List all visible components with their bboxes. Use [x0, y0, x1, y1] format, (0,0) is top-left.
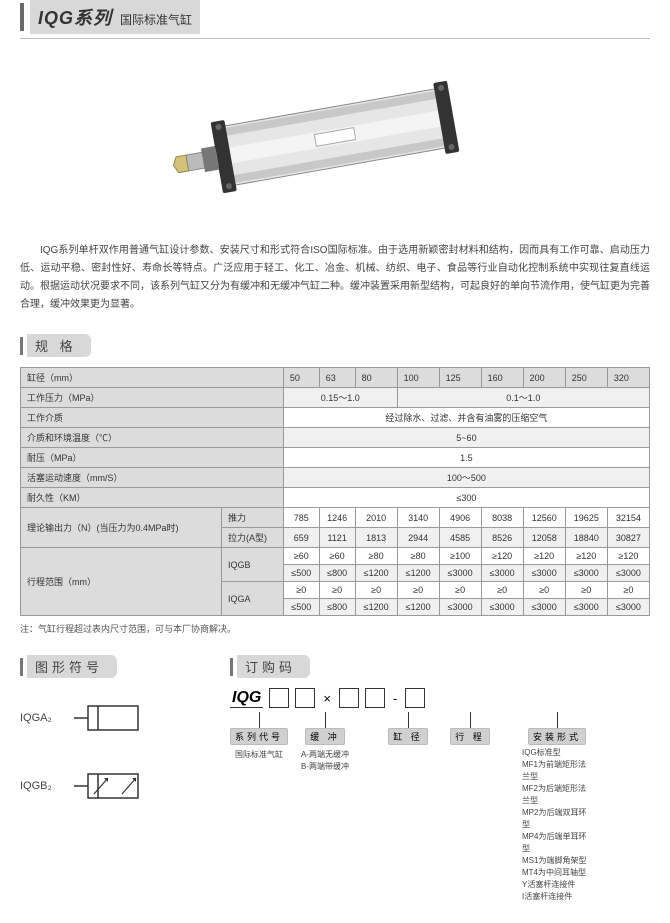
table-note: 注：气缸行程超过表内尺寸范围，可与本厂协商解决。	[20, 622, 650, 635]
title-sub: 国际标准气缸	[120, 11, 192, 28]
section-order: 订购码	[230, 655, 650, 678]
symbol-iqgb: IQGB₂	[20, 764, 200, 808]
product-image	[20, 47, 650, 242]
order-prefix: IQG	[230, 689, 263, 708]
title-bar: IQG系列 国际标准气缸	[20, 0, 650, 34]
description: IQG系列单杆双作用普通气缸设计参数、安装尺寸和形式符合ISO国际标准。由于选用…	[20, 242, 650, 314]
section-symbol: 图形符号	[20, 655, 200, 678]
section-spec: 规 格	[20, 334, 650, 357]
symbol-iqga: IQGA₂	[20, 696, 200, 740]
spec-table: 缸径（mm）506380100125160200250320工作压力（MPa）0…	[20, 367, 650, 616]
title-main: IQG系列	[38, 4, 112, 30]
